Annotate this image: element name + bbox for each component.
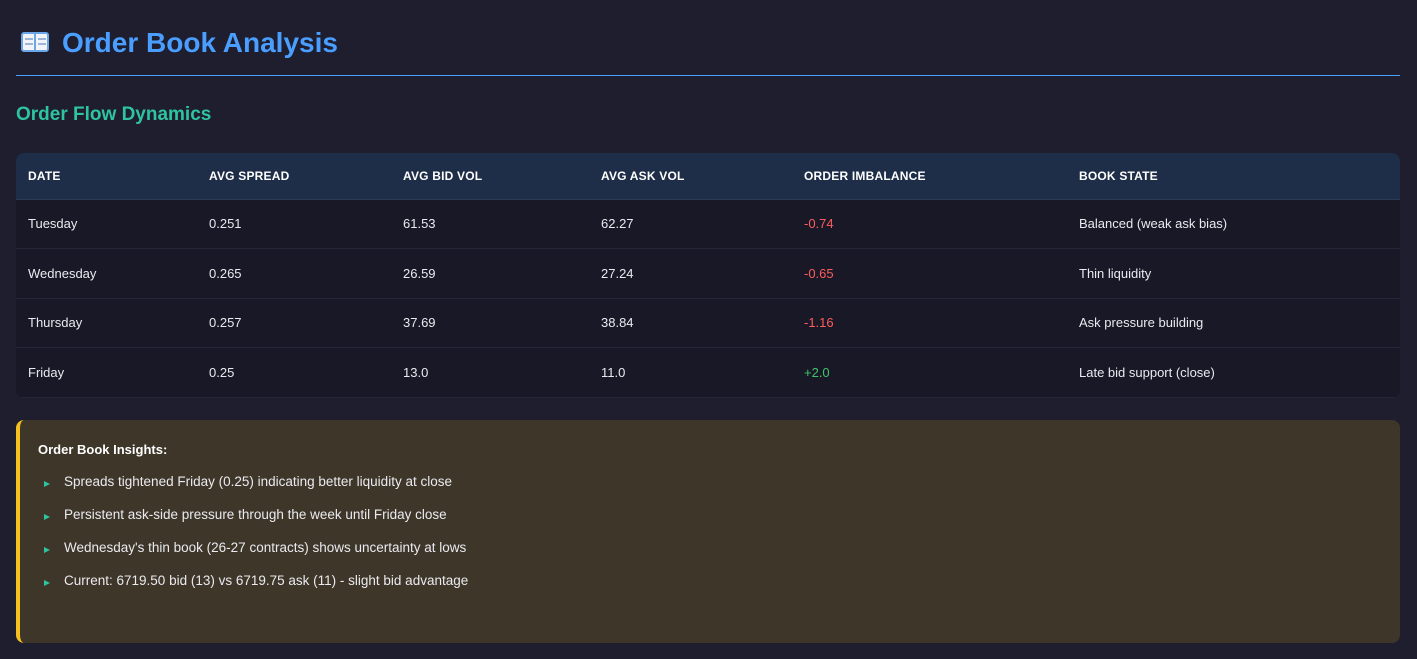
order-book-insights-panel: Order Book Insights: Spreads tightened F…: [16, 420, 1400, 643]
cell-date: Wednesday: [16, 248, 197, 299]
cell-spread: 0.25: [197, 347, 391, 398]
insight-text: Persistent ask-side pressure through the…: [64, 507, 447, 522]
cell-ask-vol: 27.24: [589, 248, 792, 299]
insight-text: Wednesday's thin book (26-27 contracts) …: [64, 540, 467, 555]
insights-title: Order Book Insights:: [38, 442, 168, 457]
cell-spread: 0.257: [197, 298, 391, 348]
cell-imbalance: -1.16: [792, 298, 1067, 348]
cell-ask-vol: 62.27: [589, 199, 792, 249]
triangle-bullet-icon: [44, 513, 50, 520]
list-item: Current: 6719.50 bid (13) vs 6719.75 ask…: [38, 560, 1400, 601]
table-row: Wednesday 0.265 26.59 27.24 -0.65 Thin l…: [16, 248, 1400, 299]
list-item: Spreads tightened Friday (0.25) indicati…: [38, 461, 1400, 502]
cell-bid-vol: 26.59: [391, 248, 589, 299]
triangle-bullet-icon: [44, 480, 50, 487]
cell-bid-vol: 13.0: [391, 347, 589, 398]
column-header-book-state: BOOK STATE: [1067, 153, 1400, 200]
cell-spread: 0.265: [197, 248, 391, 299]
cell-bid-vol: 37.69: [391, 298, 589, 348]
cell-book-state: Balanced (weak ask bias): [1067, 199, 1400, 249]
table-row: Thursday 0.257 37.69 38.84 -1.16 Ask pre…: [16, 298, 1400, 348]
cell-date: Friday: [16, 347, 197, 398]
column-header-avg-ask-vol: AVG ASK VOL: [589, 153, 792, 200]
cell-imbalance: +2.0: [792, 347, 1067, 398]
cell-book-state: Late bid support (close): [1067, 347, 1400, 398]
column-header-order-imbalance: ORDER IMBALANCE: [792, 153, 1067, 200]
column-header-date: DATE: [16, 153, 197, 200]
cell-ask-vol: 11.0: [589, 347, 792, 398]
triangle-bullet-icon: [44, 579, 50, 586]
open-book-icon: [20, 30, 50, 56]
insight-text: Current: 6719.50 bid (13) vs 6719.75 ask…: [64, 573, 469, 588]
column-header-avg-bid-vol: AVG BID VOL: [391, 153, 589, 200]
column-header-avg-spread: AVG SPREAD: [197, 153, 391, 200]
cell-date: Tuesday: [16, 199, 197, 249]
table-row: Tuesday 0.251 61.53 62.27 -0.74 Balanced…: [16, 199, 1400, 249]
insight-text: Spreads tightened Friday (0.25) indicati…: [64, 474, 452, 489]
page-title: Order Book Analysis: [62, 27, 338, 58]
section-title: Order Flow Dynamics: [16, 104, 212, 125]
cell-imbalance: -0.65: [792, 248, 1067, 299]
cell-book-state: Ask pressure building: [1067, 298, 1400, 348]
cell-bid-vol: 61.53: [391, 199, 589, 249]
cell-date: Thursday: [16, 298, 197, 348]
table-header-row: DATE AVG SPREAD AVG BID VOL AVG ASK VOL …: [16, 153, 1400, 200]
list-item: Wednesday's thin book (26-27 contracts) …: [38, 527, 1400, 568]
cell-imbalance: -0.74: [792, 199, 1067, 249]
cell-ask-vol: 38.84: [589, 298, 792, 348]
order-flow-table: DATE AVG SPREAD AVG BID VOL AVG ASK VOL …: [16, 153, 1400, 398]
cell-book-state: Thin liquidity: [1067, 248, 1400, 299]
list-item: Persistent ask-side pressure through the…: [38, 494, 1400, 535]
cell-spread: 0.251: [197, 199, 391, 249]
page-header: Order Book Analysis: [16, 24, 1400, 76]
triangle-bullet-icon: [44, 546, 50, 553]
table-row: Friday 0.25 13.0 11.0 +2.0 Late bid supp…: [16, 347, 1400, 398]
